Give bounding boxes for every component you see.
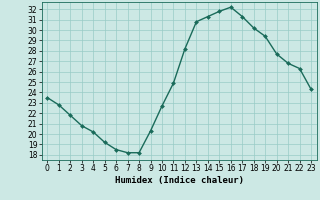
X-axis label: Humidex (Indice chaleur): Humidex (Indice chaleur)	[115, 176, 244, 185]
